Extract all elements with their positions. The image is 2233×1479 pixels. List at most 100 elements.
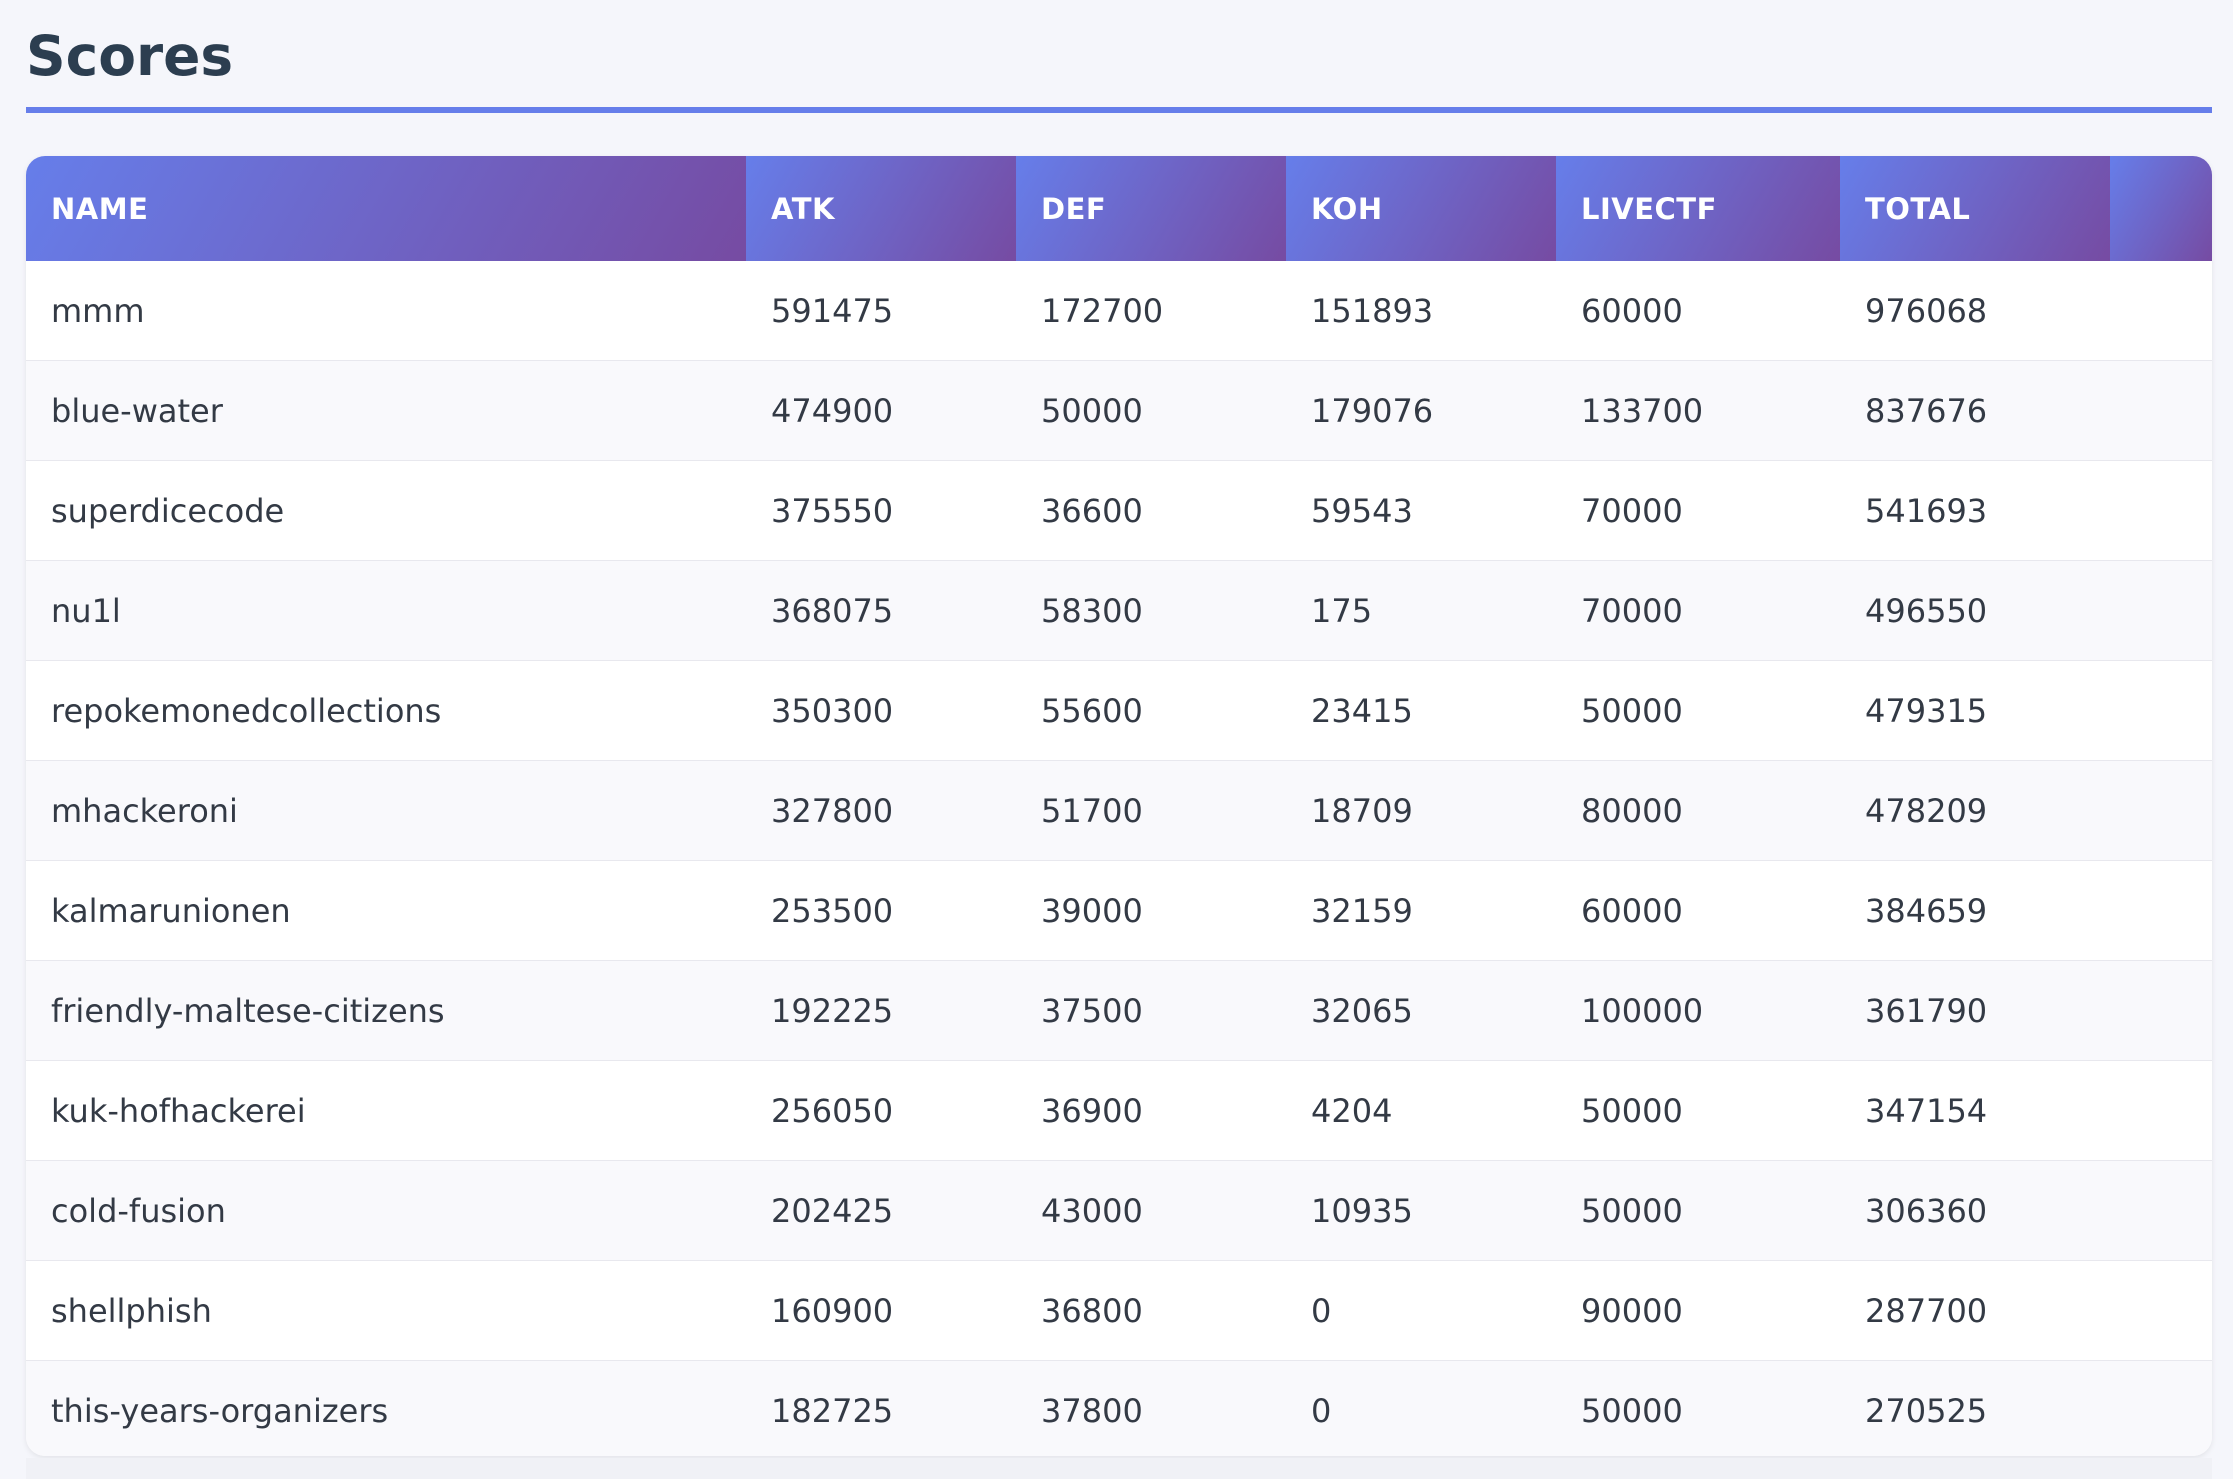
cell-livectf: 133700 (1556, 360, 1840, 461)
cell-def: 51700 (1016, 760, 1286, 861)
table-row: repokemonedcollections 350300 55600 23415 50… (26, 660, 2212, 761)
cell-extra (2110, 261, 2212, 361)
page-title: Scores (26, 24, 234, 88)
cell-def: 39000 (1016, 860, 1286, 961)
cell-name: repokemonedcollections (26, 660, 746, 761)
cell-koh: 59543 (1286, 460, 1556, 561)
cell-extra (2110, 1160, 2212, 1261)
table-row: mmm 591475 172700 151893 60000 976068 (26, 261, 2212, 361)
cell-def: 37800 (1016, 1360, 1286, 1456)
table-row: superdicecode 375550 36600 59543 70000 541693 (26, 460, 2212, 561)
cell-extra (2110, 1060, 2212, 1161)
cell-name: shellphish (26, 1260, 746, 1361)
column-header-name[interactable]: NAME (26, 156, 746, 261)
cell-koh: 175 (1286, 560, 1556, 661)
cell-atk: 192225 (746, 960, 1016, 1061)
cell-total: 270525 (1840, 1360, 2110, 1456)
cell-koh: 4204 (1286, 1060, 1556, 1161)
cell-livectf: 50000 (1556, 660, 1840, 761)
cell-koh: 151893 (1286, 261, 1556, 361)
cell-livectf: 70000 (1556, 560, 1840, 661)
cell-total: 347154 (1840, 1060, 2110, 1161)
cell-atk: 160900 (746, 1260, 1016, 1361)
cell-name: nu1l (26, 560, 746, 661)
cell-name: cold-fusion (26, 1160, 746, 1261)
cell-atk: 202425 (746, 1160, 1016, 1261)
cell-total: 496550 (1840, 560, 2110, 661)
cell-name: this-years-organizers (26, 1360, 746, 1456)
cell-atk: 182725 (746, 1360, 1016, 1456)
cell-name: blue-water (26, 360, 746, 461)
cell-total: 976068 (1840, 261, 2110, 361)
cell-extra (2110, 760, 2212, 861)
cell-total: 541693 (1840, 460, 2110, 561)
scores-table: NAME ATK DEF KOH LIVECTF TOTAL mmm 591475… (26, 156, 2212, 1456)
cell-livectf: 50000 (1556, 1060, 1840, 1161)
column-header-atk[interactable]: ATK (746, 156, 1016, 261)
cell-livectf: 80000 (1556, 760, 1840, 861)
cell-livectf: 70000 (1556, 460, 1840, 561)
table-row: cold-fusion 202425 43000 10935 50000 306360 (26, 1160, 2212, 1261)
cell-total: 479315 (1840, 660, 2110, 761)
cell-name: mhackeroni (26, 760, 746, 861)
cell-name: friendly-maltese-citizens (26, 960, 746, 1061)
cell-def: 36600 (1016, 460, 1286, 561)
cell-livectf: 50000 (1556, 1360, 1840, 1456)
cell-def: 36900 (1016, 1060, 1286, 1161)
cell-atk: 474900 (746, 360, 1016, 461)
cell-extra (2110, 460, 2212, 561)
table-row: blue-water 474900 50000 179076 133700 837676 (26, 360, 2212, 461)
column-header-livectf[interactable]: LIVECTF (1556, 156, 1840, 261)
cell-extra (2110, 360, 2212, 461)
table-row: kalmarunionen 253500 39000 32159 60000 384659 (26, 860, 2212, 961)
cell-extra (2110, 560, 2212, 661)
cell-name: mmm (26, 261, 746, 361)
cell-livectf: 100000 (1556, 960, 1840, 1061)
cell-atk: 253500 (746, 860, 1016, 961)
cell-total: 837676 (1840, 360, 2110, 461)
cell-atk: 375550 (746, 460, 1016, 561)
table-row: this-years-organizers 182725 37800 0 50000 27… (26, 1360, 2212, 1456)
column-header-extra (2110, 156, 2212, 261)
cell-total: 306360 (1840, 1160, 2110, 1261)
column-header-def[interactable]: DEF (1016, 156, 1286, 261)
cell-atk: 327800 (746, 760, 1016, 861)
cell-total: 384659 (1840, 860, 2110, 961)
cell-atk: 368075 (746, 560, 1016, 661)
cell-livectf: 50000 (1556, 1160, 1840, 1261)
cell-extra (2110, 960, 2212, 1061)
column-header-total[interactable]: TOTAL (1840, 156, 2110, 261)
cell-extra (2110, 860, 2212, 961)
cell-atk: 591475 (746, 261, 1016, 361)
cell-koh: 32159 (1286, 860, 1556, 961)
table-row: friendly-maltese-citizens 192225 37500 3206… (26, 960, 2212, 1061)
cell-livectf: 60000 (1556, 261, 1840, 361)
cell-def: 58300 (1016, 560, 1286, 661)
cell-def: 172700 (1016, 261, 1286, 361)
cell-koh: 0 (1286, 1360, 1556, 1456)
cell-extra (2110, 1360, 2212, 1456)
cell-name: kalmarunionen (26, 860, 746, 961)
cell-atk: 350300 (746, 660, 1016, 761)
cell-livectf: 60000 (1556, 860, 1840, 961)
cell-def: 55600 (1016, 660, 1286, 761)
cell-atk: 256050 (746, 1060, 1016, 1161)
cell-extra (2110, 660, 2212, 761)
cell-name: kuk-hofhackerei (26, 1060, 746, 1161)
table-row: mhackeroni 327800 51700 18709 80000 478209 (26, 760, 2212, 861)
cell-name: superdicecode (26, 460, 746, 561)
cell-koh: 23415 (1286, 660, 1556, 761)
title-underline (26, 107, 2212, 113)
table-body: mmm 591475 172700 151893 60000 976068 blue-wat… (26, 261, 2212, 1456)
cell-total: 478209 (1840, 760, 2110, 861)
table-row: shellphish 160900 36800 0 90000 287700 (26, 1260, 2212, 1361)
column-header-koh[interactable]: KOH (1286, 156, 1556, 261)
cell-koh: 10935 (1286, 1160, 1556, 1261)
cell-total: 287700 (1840, 1260, 2110, 1361)
table-row: nu1l 368075 58300 175 70000 496550 (26, 560, 2212, 661)
cell-koh: 0 (1286, 1260, 1556, 1361)
cell-koh: 18709 (1286, 760, 1556, 861)
cell-livectf: 90000 (1556, 1260, 1840, 1361)
cell-def: 43000 (1016, 1160, 1286, 1261)
